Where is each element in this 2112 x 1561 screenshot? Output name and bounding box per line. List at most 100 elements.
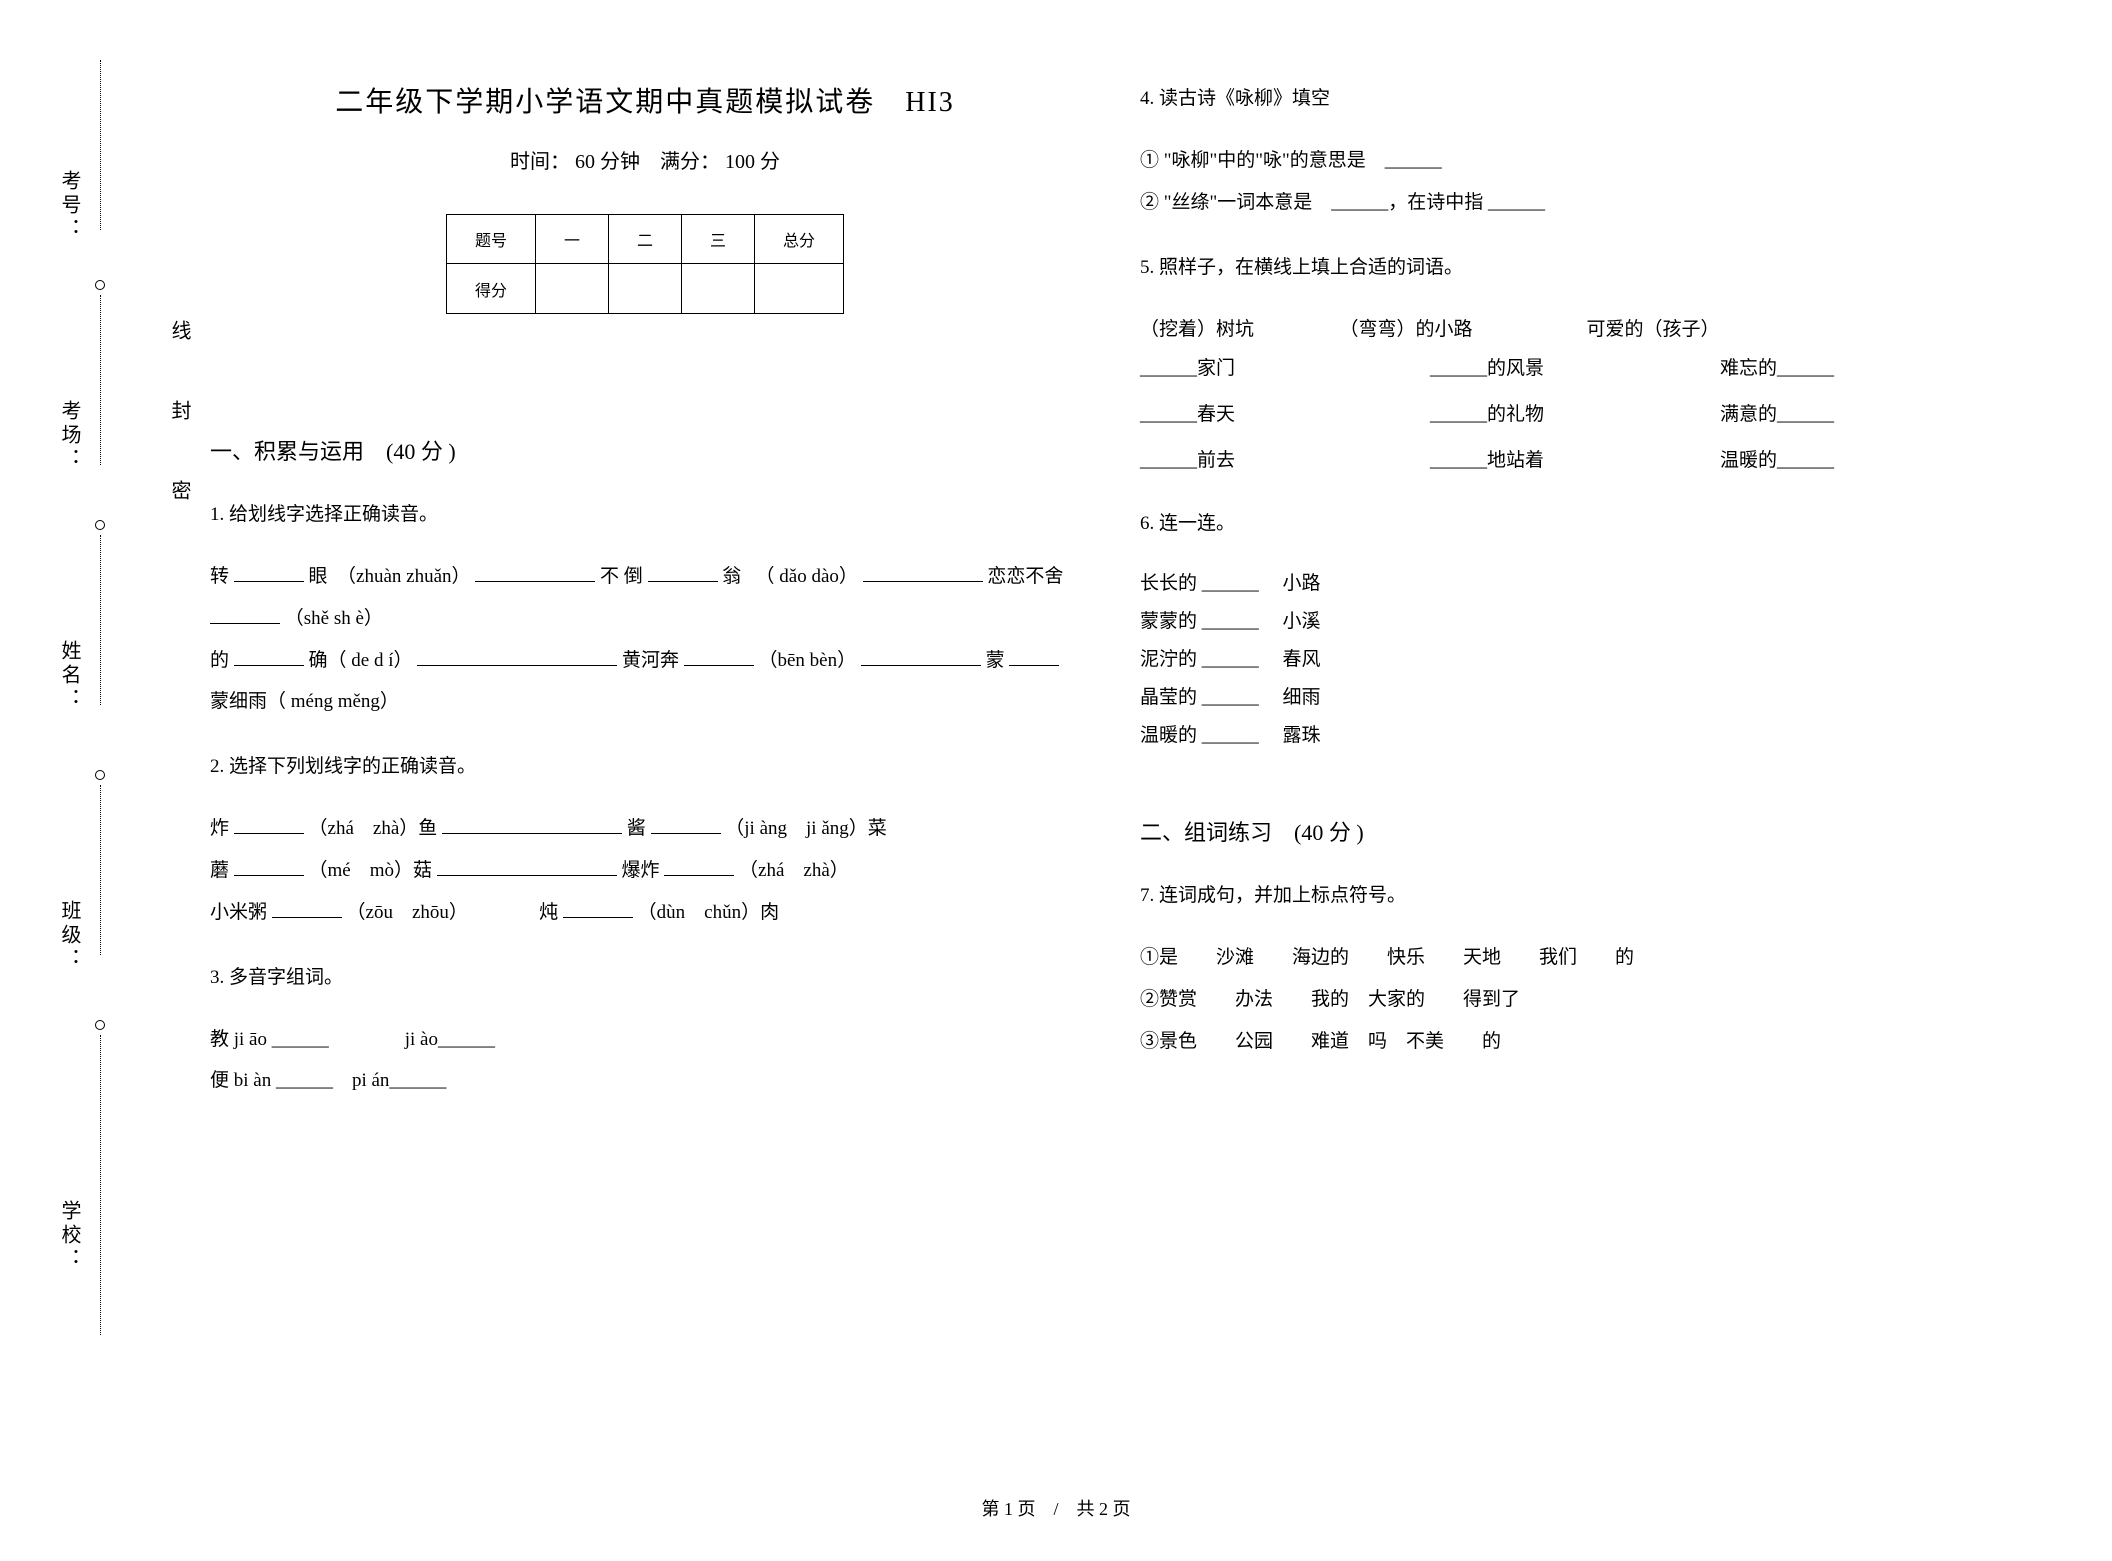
section-1-title: 一、积累与运用 (40 分 ) xyxy=(210,434,1080,466)
margin-circle xyxy=(95,280,105,290)
q1-text: 翁 （ dǎo dào） xyxy=(722,566,858,587)
score-header-cell: 一 xyxy=(535,215,608,264)
q6-right: 细雨 xyxy=(1283,687,1321,708)
score-header-cell: 二 xyxy=(608,215,681,264)
question-2-body: 炸 （zhá zhà）鱼 酱 （ji àng ji ǎng）菜 蘑 （mé mò… xyxy=(210,808,1080,933)
score-table: 题号 一 二 三 总分 得分 xyxy=(446,214,844,314)
q6-right: 小溪 xyxy=(1283,611,1321,632)
q6-row: 蒙蒙的 ______ 小溪 xyxy=(1140,603,2010,641)
margin-label-school: 学校： xyxy=(55,1200,84,1272)
q6-left: 晶莹的 ______ xyxy=(1140,687,1259,708)
main-content: 二年级下学期小学语文期中真题模拟试卷 HI3 时间： 60 分钟 满分： 100… xyxy=(210,80,2050,1127)
question-6-body: 长长的 ______ 小路 蒙蒙的 ______ 小溪 泥泞的 ______ 春… xyxy=(1140,565,2010,755)
q6-right: 春风 xyxy=(1283,649,1321,670)
margin-label-room: 考场： xyxy=(55,400,84,472)
blank xyxy=(437,855,617,876)
q1-text: 蒙细雨（ méng měng） xyxy=(210,691,399,712)
column-right: 4. 读古诗《咏柳》填空 ① "咏柳"中的"咏"的意思是 ______ ② "丝… xyxy=(1140,80,2010,1127)
question-7-body: ①是 沙滩 海边的 快乐 天地 我们 的 ②赞赏 办法 我的 大家的 得到了 ③… xyxy=(1140,937,2010,1062)
q5-cell: ______的礼物 xyxy=(1430,396,1720,434)
q1-text: （bēn bèn） xyxy=(759,650,857,671)
question-6-label: 6. 连一连。 xyxy=(1140,505,2010,543)
question-5-body: （挖着）树坑 （弯弯）的小路 可爱的（孩子） ______家门 ______的风… xyxy=(1140,309,2010,481)
margin-circle xyxy=(95,520,105,530)
blank xyxy=(210,603,280,624)
q7-line: ②赞赏 办法 我的 大家的 得到了 xyxy=(1140,979,2010,1021)
blank xyxy=(442,813,622,834)
margin-label-class: 班级： xyxy=(55,900,84,972)
question-7-label: 7. 连词成句，并加上标点符号。 xyxy=(1140,877,2010,915)
q5-grid: ______家门 ______的风景 难忘的______ ______春天 __… xyxy=(1140,350,2010,480)
blank xyxy=(234,561,304,582)
q2-text: 小米粥 xyxy=(210,902,267,923)
q1-text: 蒙 xyxy=(986,650,1005,671)
question-3-label: 3. 多音字组词。 xyxy=(210,959,1080,997)
q6-left: 长长的 ______ xyxy=(1140,573,1259,594)
section-2-title: 二、组词练习 (40 分 ) xyxy=(1140,815,2010,847)
score-cell xyxy=(535,264,608,314)
q6-left: 泥泞的 ______ xyxy=(1140,649,1259,670)
question-4-label: 4. 读古诗《咏柳》填空 xyxy=(1140,80,2010,118)
margin-circle xyxy=(95,1020,105,1030)
q5-example: （挖着）树坑 （弯弯）的小路 可爱的（孩子） xyxy=(1140,309,2010,351)
margin-line xyxy=(100,1035,101,1335)
score-cell xyxy=(755,264,844,314)
q2-text: （zhá zhà）鱼 xyxy=(309,818,438,839)
blank xyxy=(563,897,633,918)
column-left: 二年级下学期小学语文期中真题模拟试卷 HI3 时间： 60 分钟 满分： 100… xyxy=(210,80,1080,1127)
q5-cell: ______春天 xyxy=(1140,396,1430,434)
question-5-label: 5. 照样子，在横线上填上合适的词语。 xyxy=(1140,249,2010,287)
q1-text: 恋恋不舍 xyxy=(987,566,1063,587)
margin-line xyxy=(100,295,101,465)
q1-text: 的 xyxy=(210,650,229,671)
score-row-label: 得分 xyxy=(446,264,535,314)
q4-line: ② "丝绦"一词本意是 ______，在诗中指 ______ xyxy=(1140,182,2010,224)
score-header-row: 题号 一 二 三 总分 xyxy=(446,215,843,264)
blank xyxy=(861,645,981,666)
q6-row: 温暖的 ______ 露珠 xyxy=(1140,717,2010,755)
q6-row: 长长的 ______ 小路 xyxy=(1140,565,2010,603)
q5-cell: 温暖的______ xyxy=(1720,442,2010,480)
q7-line: ③景色 公园 难道 吗 不美 的 xyxy=(1140,1021,2010,1063)
margin-label-exam-id: 考号： xyxy=(55,170,84,242)
score-value-row: 得分 xyxy=(446,264,843,314)
q2-text: （zōu zhōu） xyxy=(347,902,459,923)
q2-text: （dùn chǔn）肉 xyxy=(638,902,779,923)
question-3-body: 教 ji āo ______ ji ào______ 便 bi àn _____… xyxy=(210,1019,1080,1103)
question-1-label: 1. 给划线字选择正确读音。 xyxy=(210,496,1080,534)
blank xyxy=(648,561,718,582)
q5-cell: ______家门 xyxy=(1140,350,1430,388)
q1-text: 转 xyxy=(210,566,229,587)
q3-line: 便 bi àn ______ pi án______ xyxy=(210,1060,1080,1102)
q6-row: 泥泞的 ______ 春风 xyxy=(1140,641,2010,679)
q6-left: 蒙蒙的 ______ xyxy=(1140,611,1259,632)
score-header-cell: 总分 xyxy=(755,215,844,264)
question-1-body: 转 眼 （zhuàn zhuǎn） 不 倒 翁 （ dǎo dào） 恋恋不舍 … xyxy=(210,556,1080,723)
q5-cell: ______地站着 xyxy=(1430,442,1720,480)
q6-right: 露珠 xyxy=(1283,725,1321,746)
q5-cell: ______的风景 xyxy=(1430,350,1720,388)
blank xyxy=(234,645,304,666)
q1-text: 黄河奔 xyxy=(622,650,679,671)
binding-margin: 考号： 考场： 姓名： 班级： 学校： 线封密 xyxy=(60,0,140,1561)
q1-text: 确（ de d í） xyxy=(309,650,413,671)
score-cell xyxy=(682,264,755,314)
q2-text: 炸 xyxy=(210,818,229,839)
q5-cell: 满意的______ xyxy=(1720,396,2010,434)
blank xyxy=(417,645,617,666)
blank xyxy=(651,813,721,834)
q2-text: 爆炸 xyxy=(622,860,660,881)
score-cell xyxy=(608,264,681,314)
q2-text: （zhá zhà） xyxy=(739,860,849,881)
margin-line xyxy=(100,60,101,230)
q2-text: 酱 xyxy=(627,818,646,839)
page-footer: 第 1 页 / 共 2 页 xyxy=(0,1495,2112,1521)
blank xyxy=(234,855,304,876)
seal-label: 线封密 xyxy=(165,320,194,560)
question-4-body: ① "咏柳"中的"咏"的意思是 ______ ② "丝绦"一词本意是 _____… xyxy=(1140,140,2010,224)
q1-text: 眼 （zhuàn zhuǎn） xyxy=(309,566,471,587)
exam-subtitle: 时间： 60 分钟 满分： 100 分 xyxy=(210,145,1080,174)
q1-text: （shě sh è） xyxy=(285,608,383,629)
q5-cell: ______前去 xyxy=(1140,442,1430,480)
q3-line: 教 ji āo ______ ji ào______ xyxy=(210,1019,1080,1061)
